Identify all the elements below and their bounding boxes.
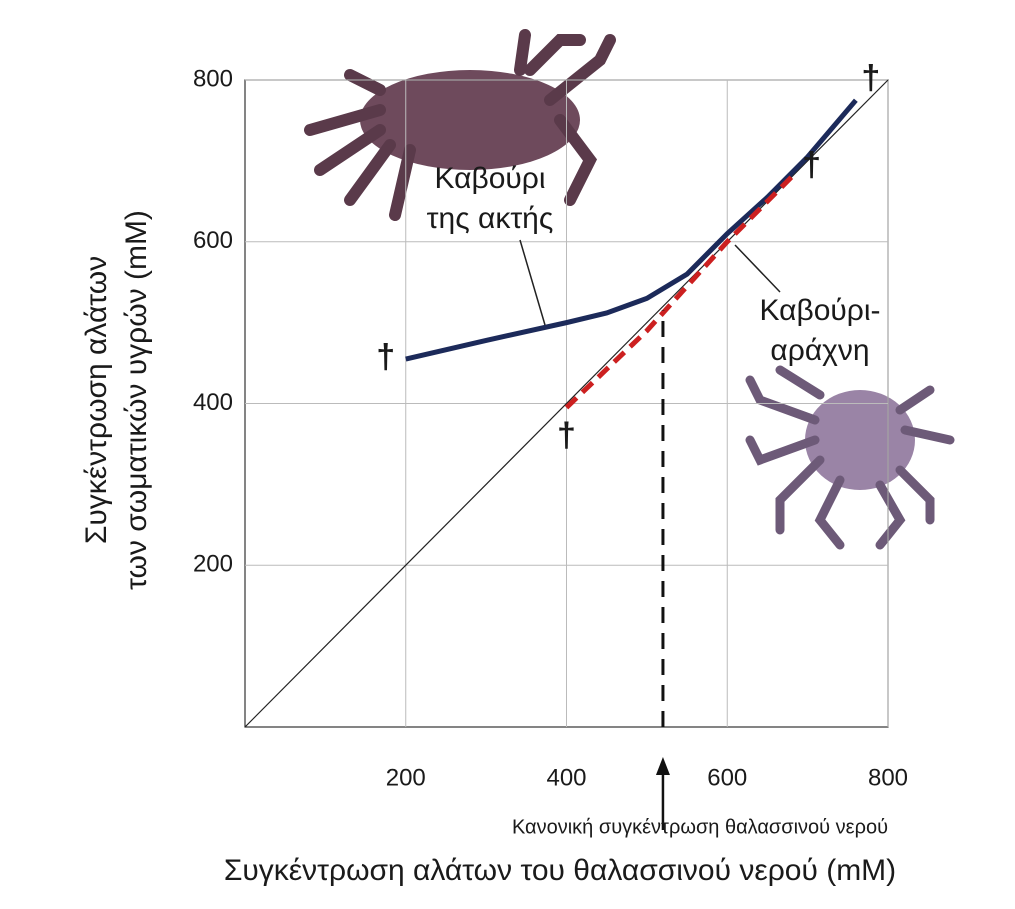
series-line	[567, 177, 792, 407]
leader-line	[520, 240, 545, 325]
annotation: αράχνη	[770, 334, 869, 367]
y-tick-label: 800	[193, 65, 233, 92]
x-tick-label: 600	[707, 764, 747, 791]
annotation: της ακτής	[427, 202, 554, 235]
death-marker: †	[376, 338, 395, 376]
x-axis-label: Συγκέντρωση αλάτων του θαλασσινού νερού …	[224, 854, 896, 887]
death-marker: †	[861, 59, 880, 97]
seawater-label: Κανονική συγκέντρωση θαλασσινού νερού	[512, 816, 888, 838]
x-tick-label: 800	[868, 764, 908, 791]
annotation: Καβούρι	[434, 162, 545, 195]
death-marker: †	[802, 146, 821, 184]
y-tick-label: 400	[193, 389, 233, 416]
leader-line	[735, 245, 780, 292]
death-marker: †	[557, 417, 576, 455]
spider-crab-picture	[750, 370, 950, 545]
seawater-arrowhead	[656, 757, 670, 775]
x-tick-label: 200	[386, 764, 426, 791]
y-axis-label: των σωματικών υγρών (mM)	[120, 210, 153, 590]
chart: Συγκέντρωση αλάτων του θαλασσινού νερού …	[0, 0, 1015, 909]
y-axis-label: Συγκέντρωση αλάτων	[80, 256, 113, 544]
y-tick-label: 200	[193, 551, 233, 578]
x-tick-label: 400	[546, 764, 586, 791]
annotation: Καβούρι-	[759, 294, 880, 327]
y-tick-label: 600	[193, 227, 233, 254]
